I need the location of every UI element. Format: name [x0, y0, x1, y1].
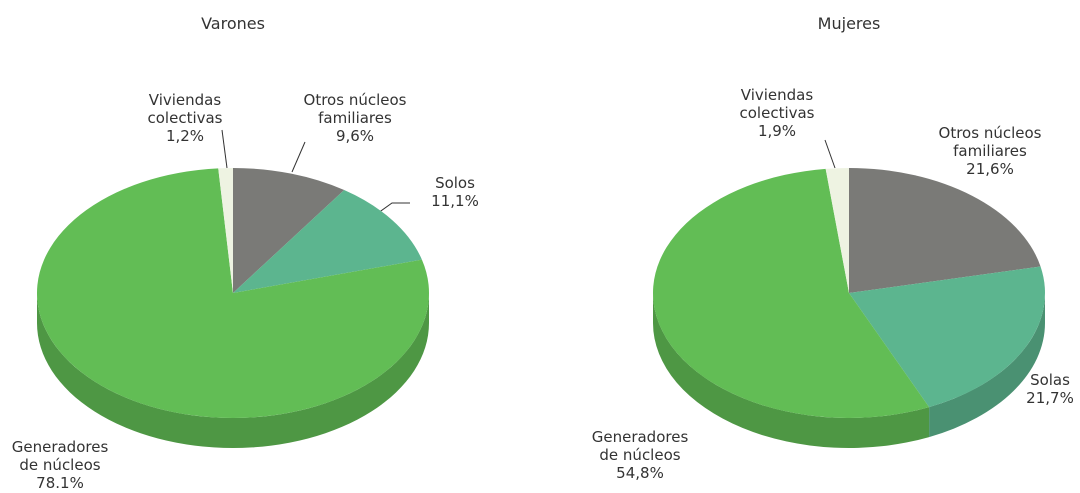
category-label: Viviendas colectivas [147, 91, 223, 127]
leader-line [291, 141, 306, 173]
pie-slice [653, 168, 930, 418]
pie-side [37, 293, 429, 448]
value-label: 9,6% [335, 127, 375, 145]
pie-side [929, 293, 1046, 438]
leader-line [824, 139, 836, 169]
value-label: 1,9% [757, 122, 797, 140]
pie-slice [825, 168, 849, 293]
slice-label: Viviendas colectivas 1,2% [135, 91, 235, 145]
category-label: Otros núcleos familiares [938, 124, 1042, 160]
pie-slice [37, 168, 429, 418]
pie [653, 168, 1046, 448]
value-label: 1,2% [165, 127, 205, 145]
value-label: 21,7% [1026, 389, 1074, 407]
category-label: Viviendas colectivas [739, 86, 815, 122]
chart-title: Varones [201, 14, 265, 33]
category-label: Solas [1030, 371, 1070, 389]
slice-label: Generadores de núcleos 54,8% [585, 428, 695, 482]
pie-slice [233, 168, 345, 293]
pie-slice [849, 266, 1045, 408]
value-label: 78.1% [36, 474, 84, 492]
slice-label: Generadores de núcleos 78.1% [5, 438, 115, 492]
pie-side [653, 293, 930, 448]
leader-lines [221, 129, 836, 214]
value-label: 11,1% [431, 192, 479, 210]
chart-title: Mujeres [817, 14, 881, 33]
leader-line [377, 202, 410, 214]
pie-slice [849, 168, 1041, 293]
pie [37, 168, 429, 448]
pie-slice [233, 190, 422, 293]
slice-label: Solos 11,1% [415, 174, 495, 210]
value-label: 21,6% [966, 160, 1014, 178]
category-label: Solos [435, 174, 475, 192]
slice-label: Otros núcleos familiares 9,6% [295, 91, 415, 145]
slice-label: Viviendas colectivas 1,9% [727, 86, 827, 140]
category-label: Generadores de núcleos [591, 428, 689, 464]
slice-label: Solas 21,7% [1010, 371, 1080, 407]
category-label: Otros núcleos familiares [303, 91, 407, 127]
category-label: Generadores de núcleos [11, 438, 109, 474]
pie-slice [218, 168, 233, 293]
value-label: 54,8% [616, 464, 664, 482]
leader-line [221, 129, 228, 169]
slice-label: Otros núcleos familiares 21,6% [925, 124, 1055, 178]
